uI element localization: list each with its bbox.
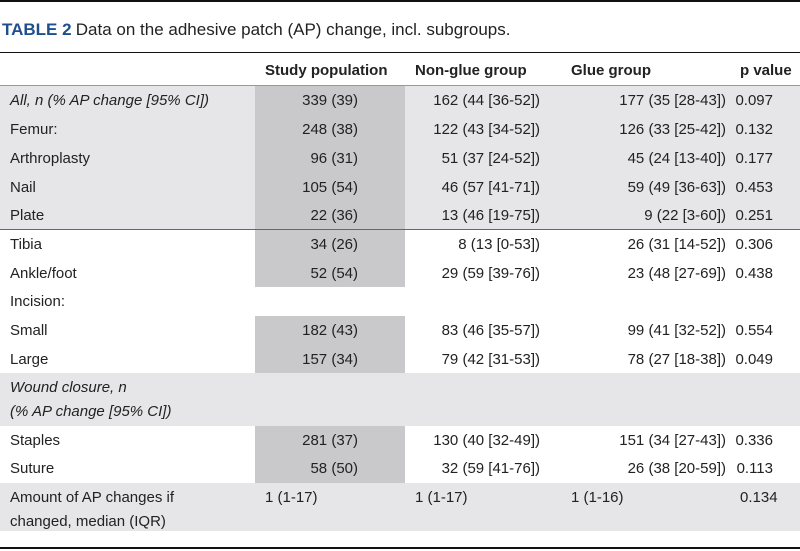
cell: 8 (13 [0-53]) xyxy=(458,236,540,253)
row-label: Large xyxy=(10,351,49,368)
cell: 58 (50) xyxy=(310,460,358,477)
cell: 248 (38) xyxy=(302,121,358,138)
cell: 105 (54) xyxy=(302,179,358,196)
table-title: Data on the adhesive patch (AP) change, … xyxy=(75,20,511,39)
cell: 78 (27 [18-38]) xyxy=(627,351,726,368)
cell: 79 (42 [31-53]) xyxy=(441,351,540,368)
rule xyxy=(0,52,800,53)
row-label: Amount of AP changes if xyxy=(10,489,174,506)
cell: 23 (48 [27-69]) xyxy=(627,265,726,282)
cell: 1 (1-16) xyxy=(571,489,624,506)
cell: 32 (59 [41-76]) xyxy=(441,460,540,477)
row-shade xyxy=(0,483,800,531)
cell: 0.306 xyxy=(735,236,773,253)
row-label: (% AP change [95% CI]) xyxy=(10,403,172,420)
cell: 0.554 xyxy=(735,322,773,339)
cell: 51 (37 [24-52]) xyxy=(441,150,540,167)
row-label: changed, median (IQR) xyxy=(10,513,166,530)
cell: 157 (34) xyxy=(302,351,358,368)
cell: 45 (24 [13-40]) xyxy=(627,150,726,167)
cell: 0.049 xyxy=(735,351,773,368)
row-shade xyxy=(0,373,800,426)
row-label: All, n (% AP change [95% CI]) xyxy=(10,92,209,109)
cell: 13 (46 [19-75]) xyxy=(441,207,540,224)
column-header: Glue group xyxy=(571,62,651,79)
caption: TABLE 2 Data on the adhesive patch (AP) … xyxy=(2,20,510,41)
cell: 126 (33 [25-42]) xyxy=(619,121,726,138)
cell: 59 (49 [36-63]) xyxy=(627,179,726,196)
row-label: Wound closure, n xyxy=(10,379,127,396)
cell: 9 (22 [3-60]) xyxy=(644,207,726,224)
column-shade xyxy=(255,426,405,454)
cell: 281 (37) xyxy=(302,432,358,449)
cell: 1 (1-17) xyxy=(415,489,468,506)
row-label: Ankle/foot xyxy=(10,265,77,282)
row-label: Incision: xyxy=(10,293,66,310)
column-shade xyxy=(255,454,405,483)
column-shade xyxy=(255,115,405,144)
cell: 0.132 xyxy=(735,121,773,138)
cell: 0.097 xyxy=(735,92,773,109)
cell: 29 (59 [39-76]) xyxy=(441,265,540,282)
cell: 177 (35 [28-43]) xyxy=(619,92,726,109)
cell: 0.113 xyxy=(736,460,773,477)
cell: 0.336 xyxy=(735,432,773,449)
column-shade xyxy=(255,144,405,173)
rule xyxy=(0,229,800,230)
cell: 22 (36) xyxy=(310,207,358,224)
cell: 26 (38 [20-59]) xyxy=(627,460,726,477)
column-shade xyxy=(255,173,405,201)
cell: 99 (41 [32-52]) xyxy=(627,322,726,339)
cell: 0.453 xyxy=(735,179,773,196)
row-label: Arthroplasty xyxy=(10,150,91,167)
cell: 0.134 xyxy=(740,489,778,506)
row-label: Staples xyxy=(10,432,61,449)
cell: 52 (54) xyxy=(310,265,358,282)
rule xyxy=(0,85,800,86)
cell: 0.438 xyxy=(735,265,773,282)
cell: 162 (44 [36-52]) xyxy=(433,92,540,109)
column-shade xyxy=(255,230,405,259)
cell: 83 (46 [35-57]) xyxy=(441,322,540,339)
rule xyxy=(0,0,800,2)
table-label: TABLE 2 xyxy=(2,20,72,39)
cell: 0.251 xyxy=(735,207,773,224)
cell: 46 (57 [41-71]) xyxy=(441,179,540,196)
cell: 182 (43) xyxy=(302,322,358,339)
row-label: Femur: xyxy=(10,121,58,138)
column-header: Non-glue group xyxy=(415,62,527,79)
cell: 130 (40 [32-49]) xyxy=(433,432,540,449)
row-label: Nail xyxy=(10,179,36,196)
column-shade xyxy=(255,259,405,287)
cell: 0.177 xyxy=(735,150,773,167)
row-label: Suture xyxy=(10,460,55,477)
column-shade xyxy=(255,345,405,373)
rule xyxy=(0,547,800,549)
cell: 26 (31 [14-52]) xyxy=(627,236,726,253)
column-header: p value xyxy=(740,62,792,79)
column-shade xyxy=(255,86,405,115)
cell: 34 (26) xyxy=(310,236,358,253)
row-label: Tibia xyxy=(10,236,42,253)
row-label: Small xyxy=(10,322,48,339)
cell: 122 (43 [34-52]) xyxy=(433,121,540,138)
cell: 151 (34 [27-43]) xyxy=(619,432,726,449)
column-shade xyxy=(255,201,405,230)
column-shade xyxy=(255,316,405,345)
row-label: Plate xyxy=(10,207,45,224)
column-header: Study population xyxy=(265,62,388,79)
cell: 339 (39) xyxy=(302,92,358,109)
cell: 96 (31) xyxy=(310,150,358,167)
cell: 1 (1-17) xyxy=(265,489,318,506)
